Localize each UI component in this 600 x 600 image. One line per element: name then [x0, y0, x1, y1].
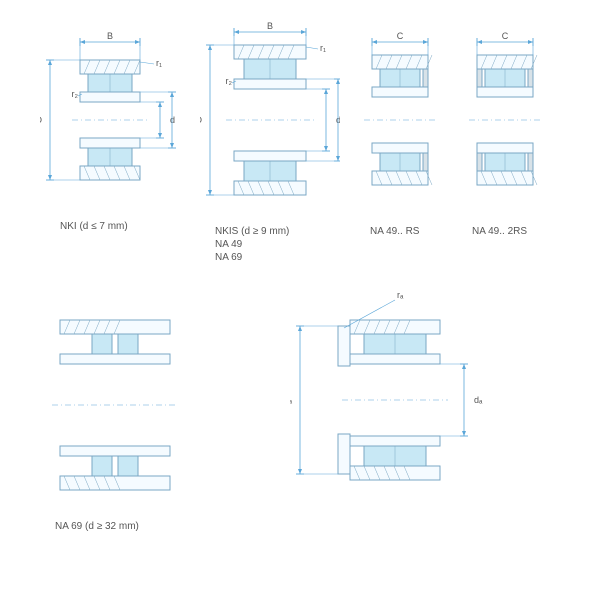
bearing-svg — [40, 300, 190, 510]
svg-text:C: C — [397, 31, 404, 41]
svg-text:dₐ: dₐ — [474, 395, 483, 405]
svg-text:r₂: r₂ — [226, 76, 233, 86]
caption-na69-large: NA 69 (d ≥ 32 mm) — [55, 520, 139, 533]
diagram-nki-small: BDdFr₁r₂ — [40, 30, 180, 210]
diagram-nkis: BDdFr₁r₂ — [200, 20, 340, 220]
bearing-svg: BDdFr₁r₂ — [40, 30, 180, 210]
svg-text:D: D — [40, 115, 43, 125]
diagram-na49-2rs: C — [460, 30, 550, 210]
svg-text:d: d — [170, 115, 175, 125]
diagram-na69-large — [40, 300, 190, 510]
svg-text:r₁: r₁ — [156, 58, 162, 68]
diagram-na49-rs: C — [355, 30, 445, 210]
svg-text:r₁: r₁ — [320, 43, 326, 53]
svg-text:B: B — [107, 31, 113, 41]
svg-text:B: B — [267, 21, 273, 31]
caption-na49-2rs: NA 49.. 2RS — [472, 225, 527, 238]
svg-text:r₂: r₂ — [72, 89, 79, 99]
bearing-svg: C — [460, 30, 550, 210]
bearing-svg: Dₐ dₐ rₐ — [290, 290, 500, 510]
caption-nkis: NKIS (d ≥ 9 mm) NA 49 NA 69 — [215, 225, 289, 264]
svg-text:D: D — [200, 115, 203, 125]
caption-nki-small: NKI (d ≤ 7 mm) — [60, 220, 128, 233]
svg-text:rₐ: rₐ — [397, 290, 404, 300]
bearing-svg: C — [355, 30, 445, 210]
svg-text:Dₐ: Dₐ — [290, 395, 293, 405]
svg-text:C: C — [502, 31, 509, 41]
caption-na49-rs: NA 49.. RS — [370, 225, 419, 238]
diagram-envelope: Dₐ dₐ rₐ — [290, 290, 500, 510]
bearing-svg: BDdFr₁r₂ — [200, 20, 340, 220]
